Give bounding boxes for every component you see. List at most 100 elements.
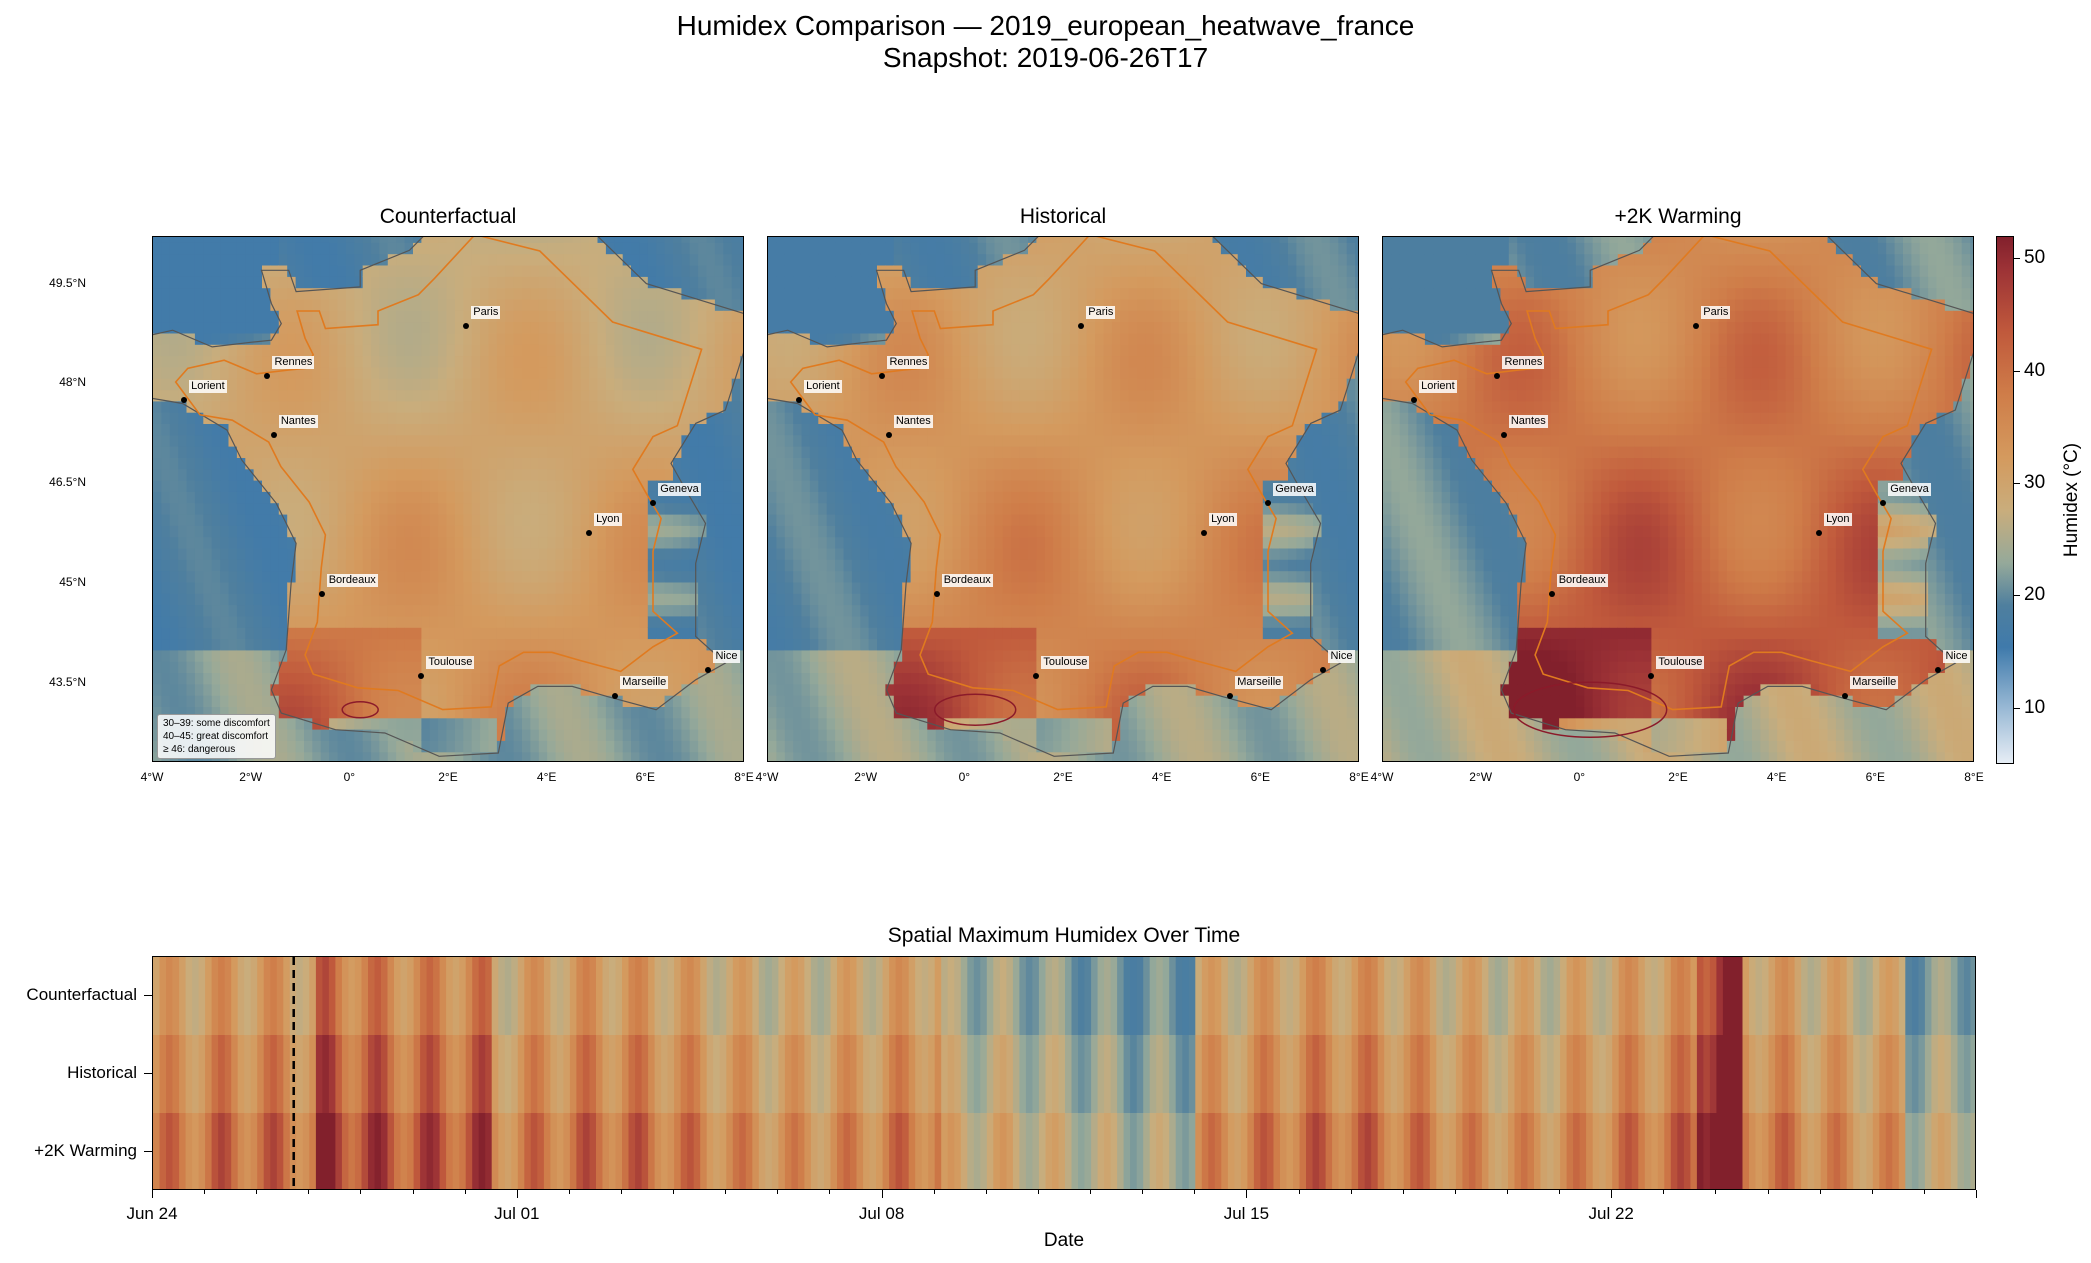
longitude-label: 6°E bbox=[1865, 770, 1886, 784]
city-marker bbox=[586, 529, 593, 536]
ts-ytick bbox=[144, 1151, 152, 1152]
ts-row-label-plus2k: +2K Warming bbox=[34, 1141, 137, 1160]
city-marker bbox=[1648, 673, 1655, 680]
city-marker bbox=[1033, 673, 1040, 680]
ts-xtick bbox=[1506, 1190, 1508, 1194]
ts-xtick bbox=[1611, 1190, 1613, 1198]
city-marker bbox=[1880, 500, 1887, 507]
city-label: Paris bbox=[471, 306, 501, 320]
longitude-label: 2°W bbox=[854, 770, 878, 784]
ts-xtick bbox=[1923, 1190, 1925, 1194]
city-label: Lorient bbox=[804, 380, 842, 394]
ts-xtick bbox=[1037, 1190, 1039, 1194]
contour-46 bbox=[341, 700, 379, 719]
ts-xtick bbox=[829, 1190, 831, 1194]
contour-40 bbox=[1404, 237, 1933, 711]
colorbar bbox=[1996, 236, 2014, 764]
contour-46 bbox=[933, 693, 1017, 726]
longitude-label: 4°E bbox=[1766, 770, 1787, 784]
ts-row-label-historical: Historical bbox=[67, 1063, 137, 1082]
ts-date-label: Jul 08 bbox=[858, 1204, 905, 1223]
colorbar-tick-label: 30 bbox=[2024, 472, 2046, 494]
city-label: Lorient bbox=[189, 380, 227, 394]
colorbar-tick-label: 50 bbox=[2024, 247, 2046, 269]
timeseries-xlabel: Date bbox=[1043, 1230, 1085, 1251]
city-marker bbox=[1227, 693, 1234, 700]
map-panel-plus2k[interactable]: Paris Rennes Lorient Nantes Geneva Lyon Bordea… bbox=[1382, 236, 1974, 762]
longitude-label: 2°E bbox=[1053, 770, 1073, 784]
humidex-field bbox=[1383, 237, 1973, 761]
ts-xtick bbox=[621, 1190, 623, 1194]
humidex-field bbox=[768, 237, 1358, 761]
colorbar-tick-label: 40 bbox=[2024, 359, 2046, 381]
map-panel-historical[interactable]: Paris Rennes Lorient Nantes Geneva Lyon Bordea… bbox=[767, 236, 1359, 762]
ts-date-label: Jul 01 bbox=[494, 1204, 540, 1223]
city-marker bbox=[650, 500, 657, 507]
colorbar-tick bbox=[2014, 483, 2020, 485]
ts-xtick bbox=[412, 1190, 414, 1194]
ts-xtick bbox=[308, 1190, 310, 1194]
ts-xtick bbox=[1090, 1190, 1092, 1194]
ts-xtick bbox=[933, 1190, 935, 1194]
city-label: Marseille bbox=[1850, 676, 1899, 690]
city-marker bbox=[181, 397, 188, 404]
city-label: Bordeaux bbox=[941, 573, 993, 587]
legend-entry: 40–45: great discomfort bbox=[163, 731, 269, 742]
ts-ytick bbox=[144, 995, 152, 996]
ts-date-label: Jul 15 bbox=[1223, 1204, 1270, 1223]
longitude-label: 2°W bbox=[1469, 770, 1493, 784]
ts-xtick bbox=[725, 1190, 727, 1194]
coastline bbox=[1383, 237, 1973, 757]
city-marker bbox=[933, 590, 940, 597]
longitude-label: 2°E bbox=[1668, 770, 1688, 784]
contour-40 bbox=[789, 237, 1318, 711]
longitude-label: 0° bbox=[343, 770, 356, 784]
city-label: Nice bbox=[1328, 649, 1355, 663]
longitude-label: 2°W bbox=[239, 770, 263, 784]
figure-subtitle: Snapshot: 2019-06-26T17 bbox=[882, 42, 1209, 73]
ts-xtick bbox=[1402, 1190, 1404, 1194]
latitude-label: 45°N bbox=[59, 575, 86, 590]
ts-xtick bbox=[1350, 1190, 1352, 1194]
ts-date-label: Jul 22 bbox=[1588, 1204, 1634, 1223]
city-label: Nice bbox=[1943, 649, 1970, 663]
city-label: Nantes bbox=[893, 415, 933, 429]
ts-date-label: Jun 24 bbox=[126, 1204, 178, 1223]
city-label: Nantes bbox=[278, 415, 318, 429]
city-label: Rennes bbox=[1502, 356, 1545, 370]
city-label: Geneva bbox=[1273, 483, 1316, 497]
city-label: Lyon bbox=[594, 512, 622, 526]
latitude-label: 43.5°N bbox=[49, 675, 86, 690]
timeseries-heatmap[interactable] bbox=[152, 956, 1976, 1190]
ts-xtick bbox=[256, 1190, 258, 1194]
city-marker bbox=[1548, 590, 1555, 597]
city-marker bbox=[705, 666, 712, 673]
city-label: Lyon bbox=[1824, 512, 1852, 526]
legend-entry: 30–39: some discomfort bbox=[163, 718, 270, 729]
city-marker bbox=[612, 693, 619, 700]
longitude-label: 4°E bbox=[1151, 770, 1172, 784]
city-marker bbox=[270, 432, 277, 439]
city-label: Paris bbox=[1086, 306, 1116, 320]
city-marker bbox=[885, 432, 892, 439]
longitude-label: 0° bbox=[1573, 770, 1586, 784]
ts-xtick bbox=[1976, 1190, 1977, 1198]
city-label: Bordeaux bbox=[1556, 573, 1608, 587]
ts-xtick bbox=[881, 1190, 883, 1198]
ts-xtick bbox=[1871, 1190, 1873, 1194]
coastline bbox=[153, 237, 743, 757]
ts-xtick bbox=[1194, 1190, 1196, 1194]
city-marker bbox=[1935, 666, 1942, 673]
latitude-label: 48°N bbox=[59, 375, 86, 390]
ts-row-label-counterfactual: Counterfactual bbox=[26, 985, 137, 1004]
ts-ytick bbox=[144, 1073, 152, 1074]
panel-title-historical: Historical bbox=[1019, 205, 1107, 228]
city-marker bbox=[1078, 323, 1085, 330]
city-marker bbox=[418, 673, 425, 680]
ts-xtick bbox=[985, 1190, 987, 1194]
humidex-legend: 30–39: some discomfort 40–45: great disco… bbox=[157, 714, 276, 759]
map-panel-counterfactual[interactable]: Paris Rennes Lorient Nantes Geneva Lyon Bordea… bbox=[152, 236, 744, 762]
longitude-label: 6°E bbox=[635, 770, 656, 784]
longitude-label: 4°W bbox=[1370, 770, 1394, 784]
timeseries-cells bbox=[153, 957, 1975, 1189]
